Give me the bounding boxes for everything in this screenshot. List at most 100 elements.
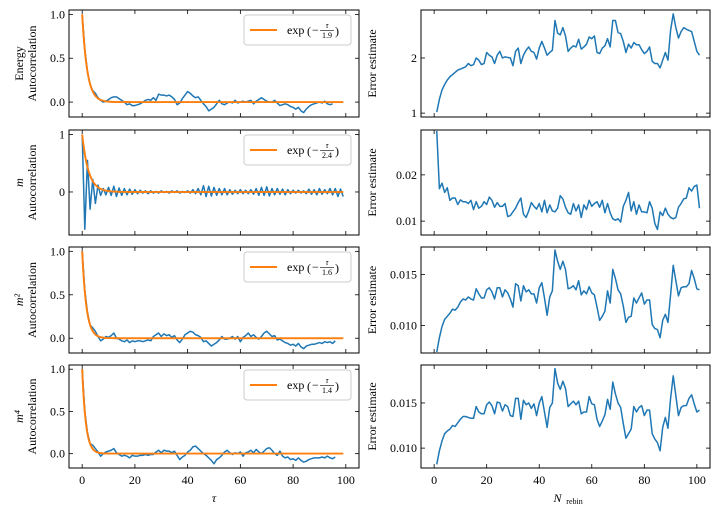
fit-curve-line-top xyxy=(81,134,344,193)
y-axis-label-quantity: m² xyxy=(12,293,26,306)
legend-paren-close: ) xyxy=(335,261,339,275)
y-axis-label: Error estimate xyxy=(365,266,379,334)
y-tick-label: 0.0 xyxy=(50,447,65,461)
fit-curve-line-top xyxy=(81,251,344,340)
axes-frame xyxy=(420,9,711,118)
y-tick-label: 0.010 xyxy=(390,441,417,455)
legend-box xyxy=(243,369,352,401)
x-tick-label: 40 xyxy=(182,473,194,487)
subplot-m4-autocorr: 0 20 40 60 80 100 0.0 0.5 1.0 m⁴ Autocorrelation τ e… xyxy=(12,362,360,505)
series-line-autocorrelation xyxy=(81,369,336,465)
legend-denominator: 1.9 xyxy=(322,31,332,40)
y-axis-label: Error estimate xyxy=(365,382,379,450)
subplot-m2-autocorr: 0.0 0.5 1.0 m² Autocorrelation exp(− τ1.6) xyxy=(12,244,360,354)
axes-frame xyxy=(68,9,360,118)
legend-paren-close: ) xyxy=(335,379,339,393)
y-tick-label: 0.02 xyxy=(396,168,417,182)
y-tick-label: 0.015 xyxy=(390,396,417,410)
legend-minus: − xyxy=(312,260,319,274)
legend-minus: − xyxy=(312,378,319,392)
axes-frame xyxy=(68,246,360,354)
y-tick-label: 0.01 xyxy=(396,214,417,228)
legend-denominator: 2.4 xyxy=(322,151,332,160)
subplot-m-error: 0.01 0.02 Error estimate xyxy=(365,129,711,236)
y-axis-label-quantity: m⁴ xyxy=(12,410,26,423)
x-axis-label: τ xyxy=(212,491,217,505)
legend-denominator: 1.4 xyxy=(322,386,332,395)
legend-box xyxy=(243,251,352,283)
x-tick-label: 80 xyxy=(287,473,299,487)
legend-paren-open: ( xyxy=(307,144,311,158)
y-tick-label: 1.0 xyxy=(50,7,65,21)
axes-frame xyxy=(420,246,711,354)
y-tick-label: 1.0 xyxy=(50,244,65,258)
y-tick-label: 0.015 xyxy=(390,268,417,282)
axes-frame xyxy=(420,364,711,469)
y-tick-label: 0.5 xyxy=(50,404,65,418)
y-axis-label: Error estimate xyxy=(365,148,379,216)
legend-tau: τ xyxy=(326,141,330,150)
y-tick-label: 0 xyxy=(59,185,65,199)
legend-tau: τ xyxy=(326,21,330,30)
legend-tau: τ xyxy=(326,376,330,385)
series-line-error xyxy=(436,13,701,113)
legend-label: exp xyxy=(287,23,304,37)
x-tick-label: 20 xyxy=(129,473,141,487)
subplot-energy-autocorr: 0.0 0.5 1.0 Energy Autocorrelation exp(− τ1.9) xyxy=(12,7,360,118)
x-tick-label: 80 xyxy=(638,473,650,487)
legend-box xyxy=(243,134,352,166)
y-tick-label: 0.010 xyxy=(390,318,417,332)
y-tick-label: 0.0 xyxy=(50,95,65,109)
legend-paren-close: ) xyxy=(335,24,339,38)
x-tick-label: 100 xyxy=(688,473,706,487)
x-tick-label: 0 xyxy=(79,473,85,487)
subplot-m4-error: 0 20 40 60 80 100 0.010 0.015 Error estimate N reb… xyxy=(365,364,711,506)
legend-box xyxy=(243,14,352,46)
y-tick-label: 0.5 xyxy=(50,288,65,302)
subplot-m2-error: 0.010 0.015 Error estimate xyxy=(365,246,711,354)
legend-label: exp xyxy=(287,143,304,157)
fit-curve-line-top xyxy=(81,369,344,455)
y-axis-label-autocorrelation: Autocorrelation xyxy=(25,379,39,455)
y-axis-label-autocorrelation: Autocorrelation xyxy=(25,26,39,102)
x-axis-label: N xyxy=(552,491,562,505)
legend-paren-open: ( xyxy=(307,379,311,393)
series-line-error xyxy=(436,367,700,465)
x-axis-label-subscript: rebin xyxy=(566,497,582,506)
y-tick-label: 0.0 xyxy=(50,331,65,345)
axes-frame xyxy=(68,129,360,236)
x-tick-label: 60 xyxy=(586,473,598,487)
y-tick-label: 0.5 xyxy=(50,51,65,65)
series-line-error xyxy=(436,130,701,231)
axes-frame xyxy=(68,364,360,469)
legend-paren-open: ( xyxy=(307,261,311,275)
series-line-error xyxy=(436,249,700,353)
x-tick-label: 0 xyxy=(431,473,437,487)
y-axis-label-autocorrelation: Autocorrelation xyxy=(25,262,39,338)
legend-minus: − xyxy=(312,143,319,157)
legend-denominator: 1.6 xyxy=(322,268,332,277)
y-axis-label: Error estimate xyxy=(365,29,379,97)
legend-paren-open: ( xyxy=(307,24,311,38)
legend-paren-close: ) xyxy=(335,144,339,158)
y-axis-label-quantity: Energy xyxy=(12,46,26,80)
x-tick-label: 100 xyxy=(337,473,355,487)
subplot-m-autocorr: 0 1 m Autocorrelation exp(− τ2.4) xyxy=(12,128,360,236)
legend-tau: τ xyxy=(326,258,330,267)
legend-label: exp xyxy=(287,378,304,392)
x-tick-label: 40 xyxy=(533,473,545,487)
axes-frame xyxy=(420,129,711,236)
legend-minus: − xyxy=(312,23,319,37)
y-tick-label: 1 xyxy=(59,128,65,142)
y-axis-label-quantity: m xyxy=(12,178,26,187)
subplot-energy-error: 1 2 Error estimate xyxy=(365,9,711,120)
legend-label: exp xyxy=(287,260,304,274)
x-tick-label: 60 xyxy=(234,473,246,487)
series-line-autocorrelation xyxy=(81,251,336,350)
y-tick-label: 2 xyxy=(411,51,417,65)
fit-curve-line-top xyxy=(81,14,344,103)
y-tick-label: 1 xyxy=(411,106,417,120)
y-tick-label: 1.0 xyxy=(50,362,65,376)
x-tick-label: 20 xyxy=(481,473,493,487)
